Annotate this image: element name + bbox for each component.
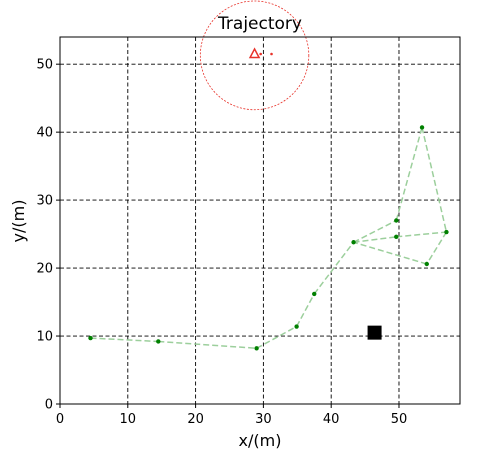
trajectory-point <box>254 346 259 351</box>
x-tick-label: 20 <box>187 412 204 427</box>
trajectory-segment <box>426 231 448 265</box>
range-circle <box>199 0 310 111</box>
trajectory-point <box>394 218 399 223</box>
y-axis-title: y/(m) <box>9 200 28 243</box>
trajectory-lines <box>90 127 448 350</box>
trajectory-segment <box>353 219 397 243</box>
y-tick-label: 30 <box>36 194 53 209</box>
y-tick-label: 40 <box>36 126 53 141</box>
grid <box>60 37 460 404</box>
trajectory-segment <box>353 236 397 243</box>
y-tick-label: 10 <box>36 330 53 345</box>
trajectory-point <box>88 335 93 341</box>
x-axis-title: x/(m) <box>239 431 282 450</box>
trajectory-point <box>394 234 399 240</box>
x-tick-label: 10 <box>120 412 137 427</box>
markers <box>248 47 382 340</box>
axis-ticks: 0 10 20 30 40 50 0 10 20 30 40 50 <box>36 58 407 427</box>
trajectory-segment <box>421 127 448 233</box>
trajectory-segment <box>295 293 315 327</box>
plot-frame <box>59 36 461 405</box>
trajectory-segment <box>353 241 427 265</box>
trajectory-point <box>444 229 449 235</box>
start-dot-marker <box>270 52 273 56</box>
trajectory-segment <box>90 337 159 343</box>
y-tick-label: 50 <box>36 58 53 73</box>
x-tick-label: 0 <box>56 412 64 427</box>
trajectory-segment <box>395 127 423 221</box>
trajectory-point <box>312 291 317 297</box>
x-tick-label: 30 <box>255 412 272 427</box>
trajectory-segment <box>158 340 257 350</box>
trajectory-segment <box>313 241 355 295</box>
trajectory-segment <box>256 325 297 349</box>
x-tick-label: 50 <box>391 412 408 427</box>
range-circle-outline <box>199 0 310 111</box>
chart-title: Trajectory <box>217 14 302 34</box>
start-dot-marker <box>259 52 262 56</box>
target-square-marker <box>367 325 382 340</box>
trajectory-points <box>88 125 449 351</box>
y-tick-label: 0 <box>45 398 53 413</box>
x-tick-label: 40 <box>323 412 340 427</box>
trajectory-point <box>424 261 429 267</box>
trajectory-segment <box>396 231 447 238</box>
trajectory-point <box>156 339 161 344</box>
y-tick-label: 20 <box>36 262 53 277</box>
trajectory-point <box>419 125 425 130</box>
trajectory-point <box>351 240 356 245</box>
trajectory-point <box>294 324 299 329</box>
start-triangle-marker <box>248 47 261 59</box>
